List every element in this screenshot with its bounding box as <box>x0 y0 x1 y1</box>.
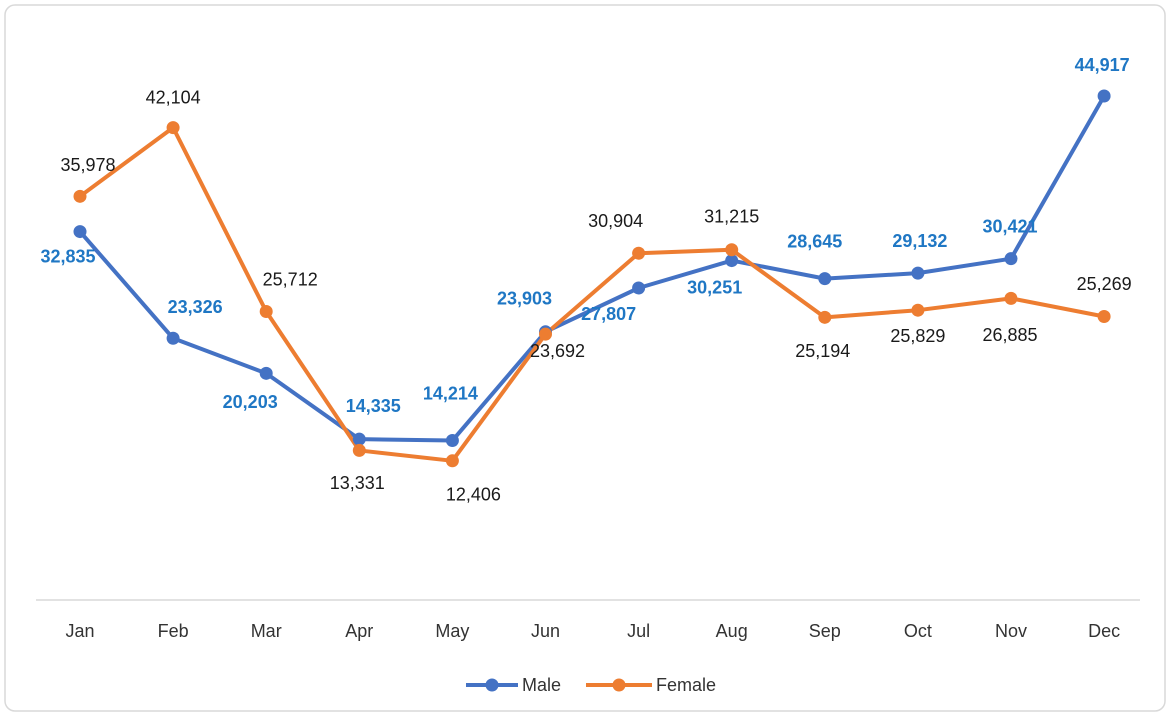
x-tick-label: Jun <box>531 621 560 641</box>
data-label: 14,214 <box>423 383 478 403</box>
data-point <box>259 305 273 319</box>
x-tick-label: Nov <box>995 621 1027 641</box>
data-label: 23,903 <box>497 289 552 309</box>
data-point <box>73 189 87 203</box>
x-tick-label: Feb <box>158 621 189 641</box>
data-point <box>1097 89 1111 103</box>
data-point <box>818 272 832 286</box>
data-point <box>352 443 366 457</box>
data-point <box>632 281 646 295</box>
x-tick-label: Oct <box>904 621 932 641</box>
x-tick-label: May <box>435 621 469 641</box>
x-tick-label: Aug <box>716 621 748 641</box>
data-point <box>911 303 925 317</box>
data-point <box>166 121 180 135</box>
data-label: 31,215 <box>704 207 759 227</box>
data-point <box>911 266 925 280</box>
series-line <box>78 95 1106 443</box>
data-point <box>1004 252 1018 266</box>
data-label: 14,335 <box>346 396 401 416</box>
data-point <box>166 331 180 345</box>
x-tick-label: Mar <box>251 621 282 641</box>
data-label: 29,132 <box>892 231 947 251</box>
legend-label: Male <box>522 675 561 695</box>
data-label: 23,692 <box>530 341 585 361</box>
data-label: 13,331 <box>330 473 385 493</box>
data-label: 27,807 <box>581 304 636 324</box>
data-label: 25,194 <box>795 341 850 361</box>
data-label: 30,421 <box>982 216 1037 236</box>
data-point <box>259 366 273 380</box>
series-line <box>78 125 1105 463</box>
data-label: 12,406 <box>446 485 501 505</box>
data-label: 28,645 <box>787 231 842 251</box>
data-label: 35,978 <box>60 155 115 175</box>
x-tick-label: Sep <box>809 621 841 641</box>
data-point <box>1097 309 1111 323</box>
legend-marker <box>612 678 626 692</box>
data-label: 26,885 <box>982 325 1037 345</box>
legend-marker <box>485 678 499 692</box>
data-label: 44,917 <box>1075 55 1130 75</box>
data-point <box>1004 291 1018 305</box>
x-tick-label: Dec <box>1088 621 1120 641</box>
data-label: 23,326 <box>168 297 223 317</box>
data-label: 25,712 <box>263 269 318 289</box>
data-point <box>725 243 739 257</box>
data-point <box>445 434 459 448</box>
x-tick-label: Apr <box>345 621 373 641</box>
data-point <box>725 254 739 268</box>
data-point <box>539 327 552 341</box>
x-tick-label: Jan <box>65 621 94 641</box>
x-tick-label: Jul <box>627 621 650 641</box>
data-point <box>73 225 87 239</box>
data-label: 30,251 <box>687 277 742 297</box>
data-label: 25,269 <box>1077 274 1132 294</box>
data-label: 32,835 <box>40 246 95 266</box>
data-label: 25,829 <box>890 326 945 346</box>
data-point <box>818 310 832 324</box>
data-label: 42,104 <box>146 87 201 107</box>
chart-frame <box>4 4 1166 712</box>
data-label: 30,904 <box>588 211 643 231</box>
data-point <box>632 246 646 260</box>
legend-label: Female <box>656 675 716 695</box>
data-label: 20,203 <box>223 392 278 412</box>
data-point <box>352 432 366 446</box>
data-point <box>445 454 459 468</box>
